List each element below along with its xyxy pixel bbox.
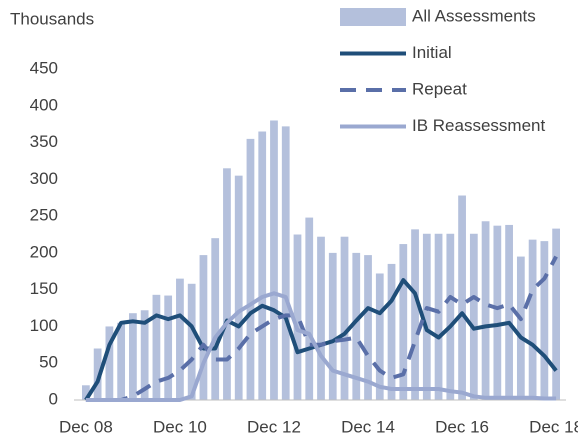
x-tick-label: Dec 18	[529, 417, 578, 436]
bar	[364, 255, 372, 400]
y-axis-label: Thousands	[10, 9, 94, 28]
bar	[152, 294, 161, 400]
y-tick-label: 150	[30, 279, 58, 298]
bar	[246, 138, 255, 400]
bar	[352, 252, 361, 400]
legend-label: All Assessments	[412, 6, 536, 25]
bar	[187, 283, 196, 400]
x-tick-label: Dec 08	[59, 417, 113, 436]
y-tick-label: 50	[39, 353, 58, 372]
bar	[81, 385, 90, 400]
y-tick-label: 350	[30, 132, 58, 151]
bar	[411, 229, 419, 400]
x-tick-label: Dec 16	[435, 417, 489, 436]
bar	[293, 234, 302, 400]
x-tick-label: Dec 10	[153, 417, 207, 436]
bar	[93, 348, 102, 400]
line-series	[85, 291, 557, 402]
legend-label: IB Reassessment	[412, 116, 545, 135]
bar	[234, 175, 243, 400]
bar	[105, 326, 114, 400]
x-tick-label: Dec 14	[341, 417, 395, 436]
bar	[434, 233, 443, 400]
bar	[317, 236, 325, 400]
bar	[422, 233, 431, 400]
bar	[469, 233, 478, 400]
y-tick-label: 0	[49, 389, 58, 408]
bar	[540, 241, 549, 400]
bar	[117, 322, 126, 400]
bar	[399, 244, 408, 400]
bar	[199, 255, 208, 400]
legend-swatch	[340, 8, 406, 26]
bar	[270, 120, 278, 400]
bar	[516, 256, 525, 400]
line-series	[85, 255, 558, 402]
bar	[552, 228, 561, 400]
bar	[305, 217, 314, 400]
y-tick-label: 200	[30, 242, 58, 261]
bar	[328, 252, 337, 400]
x-tick-label: Dec 12	[247, 417, 301, 436]
bar	[446, 233, 455, 400]
bar	[211, 238, 220, 400]
y-tick-label: 300	[30, 169, 58, 188]
bar	[481, 221, 490, 400]
bar	[340, 236, 349, 400]
y-tick-label: 450	[30, 58, 58, 77]
bar	[493, 225, 502, 400]
bar	[176, 278, 184, 400]
bar	[258, 131, 267, 400]
bar	[223, 168, 231, 400]
bar	[375, 273, 384, 400]
bar	[387, 263, 396, 400]
bar	[129, 313, 137, 400]
y-tick-label: 400	[30, 95, 58, 114]
bar	[281, 126, 290, 400]
y-tick-label: 100	[30, 316, 58, 335]
bar	[528, 239, 537, 400]
bar	[458, 195, 466, 400]
y-tick-label: 250	[30, 206, 58, 225]
bar	[505, 224, 513, 400]
bar	[164, 295, 173, 400]
legend-label: Initial	[412, 43, 452, 62]
legend-label: Repeat	[412, 79, 467, 98]
bar	[140, 310, 149, 400]
